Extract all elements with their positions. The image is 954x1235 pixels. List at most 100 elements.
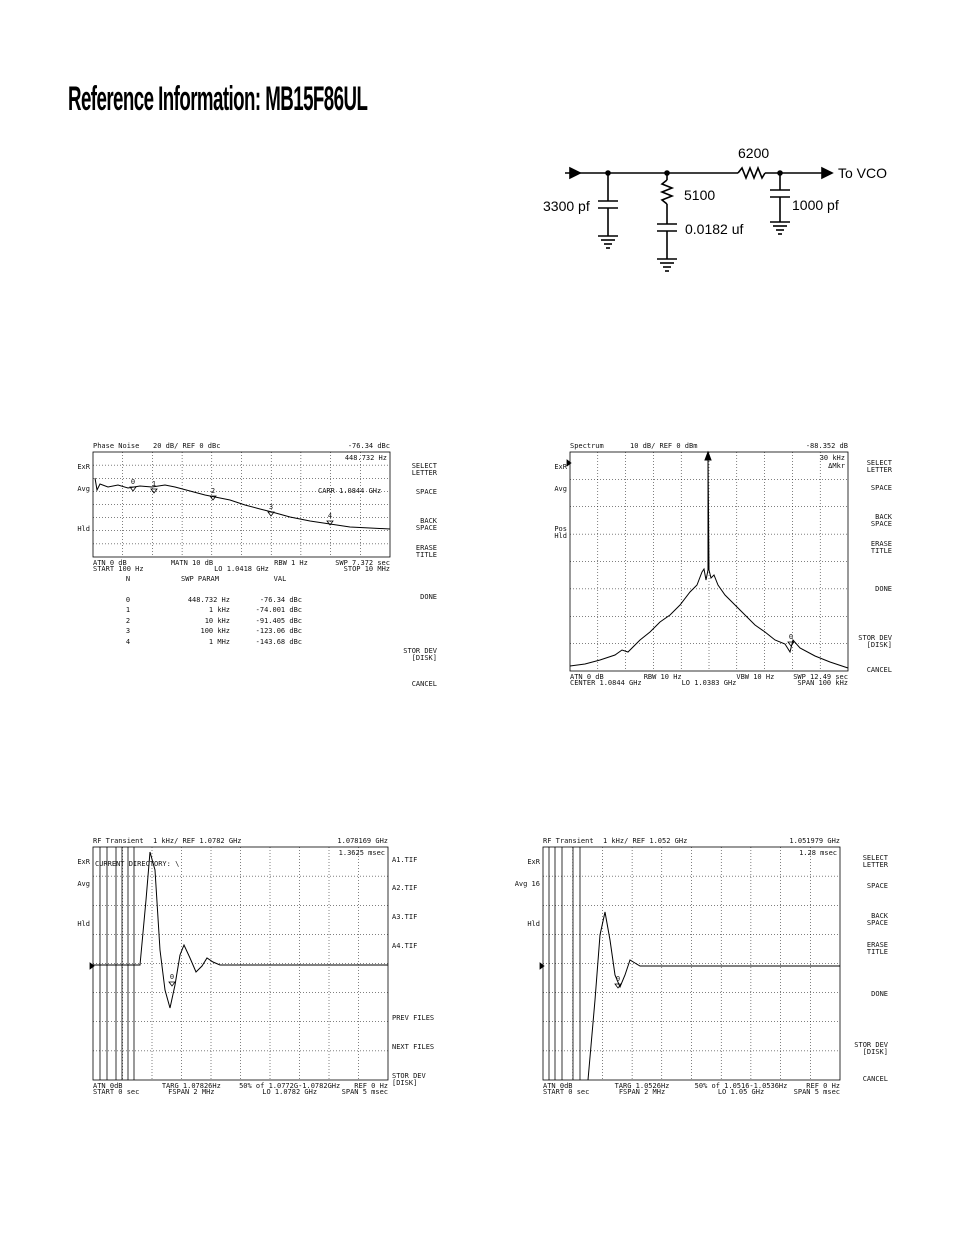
softkey: A4.TIF: [392, 942, 418, 950]
footer: RBW 10 Hz: [643, 673, 682, 681]
schematic: [565, 165, 834, 272]
footer: SPAN 5 msec: [341, 1088, 388, 1096]
table-header: SWP PARAM: [181, 575, 219, 583]
softkey: A2.TIF: [392, 884, 418, 892]
footer: LO 1.05 GHz: [717, 1088, 765, 1096]
side-label: ExR: [527, 858, 540, 866]
header: 1 kHz/ REF 1.0782 GHz: [153, 837, 242, 845]
marker-label: 1: [151, 480, 157, 488]
label: 0.0182 uf: [685, 221, 744, 237]
traces: [93, 450, 849, 1081]
footer: START 0 sec: [93, 1088, 140, 1096]
header: 1.078169 GHz: [337, 837, 388, 845]
side-label: Avg: [77, 485, 90, 493]
readout: ΔMkr: [828, 462, 845, 470]
side-label: ExR: [77, 858, 90, 866]
footer: SPAN 5 msec: [793, 1088, 840, 1096]
label: 6200: [738, 145, 770, 161]
softkey: BACK SPACE: [870, 513, 892, 528]
footer: ATN 0 dB: [93, 559, 127, 567]
title: Reference Information: MB15F86UL: [68, 80, 368, 118]
footer: ATN 0dB: [543, 1082, 573, 1090]
side-label: ExR: [554, 463, 567, 471]
side-label: ExR: [77, 463, 90, 471]
softkey: STOR DEV [DISK]: [392, 1072, 426, 1087]
screens: [89, 451, 849, 1081]
softkey: DONE: [875, 585, 892, 593]
annotation: CURRENT DIRECTORY: \: [95, 860, 180, 868]
readout: 30 kHz: [819, 454, 845, 462]
footer: FSPAN 2 MHz: [618, 1088, 666, 1096]
footer: START 100 Hz: [93, 565, 144, 573]
footer: CENTER 1.0844 GHz: [570, 679, 642, 687]
softkey: BACK SPACE: [866, 912, 888, 927]
footer: SWP 12.49 sec: [793, 673, 848, 681]
marker: [168, 981, 176, 987]
annotation: CARR 1.0844 GHz: [318, 487, 382, 495]
marker-label: 0: [615, 975, 621, 983]
header: RF Transient: [543, 837, 594, 845]
table-cell: -91.405 dBc: [255, 616, 302, 625]
footer: VBW 10 Hz: [736, 673, 775, 681]
header: Phase Noise: [93, 442, 140, 450]
readout: 1.28 msec: [799, 849, 837, 857]
readout: 1.3625 msec: [338, 849, 385, 857]
softkey: SELECT LETTER: [411, 462, 437, 477]
footer: 50% of 1.0772G-1.0782GHz: [239, 1082, 341, 1090]
softkey: PREV FILES: [392, 1014, 435, 1022]
table-cell: 10 kHz: [204, 616, 230, 625]
table-cell: -76.34 dBc: [259, 596, 302, 604]
marker-label: 2: [210, 487, 216, 495]
marker: [787, 641, 795, 647]
marker: [326, 520, 334, 526]
header: Spectrum: [570, 442, 604, 450]
softkey: NEXT FILES: [392, 1043, 435, 1051]
header: 1.051979 GHz: [789, 837, 840, 845]
footer: STOP 10 MHz: [343, 565, 390, 573]
footer: ATN 0 dB: [570, 673, 604, 681]
header: RF Transient: [93, 837, 144, 845]
footer: LO 1.0782 GHz: [262, 1088, 318, 1096]
label: To VCO: [838, 165, 888, 181]
table-cell: -123.06 dBc: [255, 627, 302, 636]
softkey: A1.TIF: [392, 856, 418, 864]
header: 1 kHz/ REF 1.052 GHz: [603, 837, 688, 845]
header: -76.34 dBc: [347, 442, 390, 450]
table-cell: -74.001 dBc: [255, 606, 302, 615]
table-cell: 3: [125, 627, 131, 636]
marker-label: 3: [268, 503, 274, 511]
table-cell: 100 kHz: [200, 627, 230, 636]
softkey: CANCEL: [411, 680, 437, 688]
softkey: CANCEL: [866, 666, 892, 674]
marker-arrow: [539, 962, 545, 970]
softkey: SELECT LETTER: [862, 854, 888, 869]
softkey: STOR DEV [DISK]: [403, 647, 437, 662]
table-cell: 2: [125, 616, 131, 625]
softkey: BACK SPACE: [415, 517, 437, 532]
footer: REF 0 Hz: [354, 1082, 388, 1090]
softkey: ERASE TITLE: [866, 941, 888, 956]
softkey: DONE: [871, 990, 888, 998]
footer: TARG 1.07826Hz: [161, 1082, 221, 1090]
header: 20 dB/ REF 0 dBc: [153, 442, 221, 450]
side-label: Avg: [554, 485, 567, 493]
label: 5100: [684, 187, 716, 203]
softkey: ERASE TITLE: [415, 544, 437, 559]
footer: LO 1.0418 GHz: [214, 565, 269, 573]
marker-arrow: [566, 459, 572, 467]
header: 10 dB/ REF 0 dBm: [630, 442, 698, 450]
side-label: Pos Hld: [554, 525, 567, 540]
table-cell: 0: [125, 596, 131, 604]
label: 1000 pf: [792, 197, 839, 213]
softkey: CANCEL: [862, 1075, 888, 1083]
footer: SPAN 100 kHz: [797, 679, 848, 687]
table-cell: 1 MHz: [208, 637, 230, 646]
table-cell: 1 kHz: [208, 606, 230, 615]
label: 3300 pf: [543, 198, 590, 214]
table-header: N: [125, 575, 131, 583]
footer: START 0 sec: [543, 1088, 590, 1096]
side-label: Hld: [527, 920, 540, 928]
readout: 448.732 Hz: [344, 454, 387, 462]
